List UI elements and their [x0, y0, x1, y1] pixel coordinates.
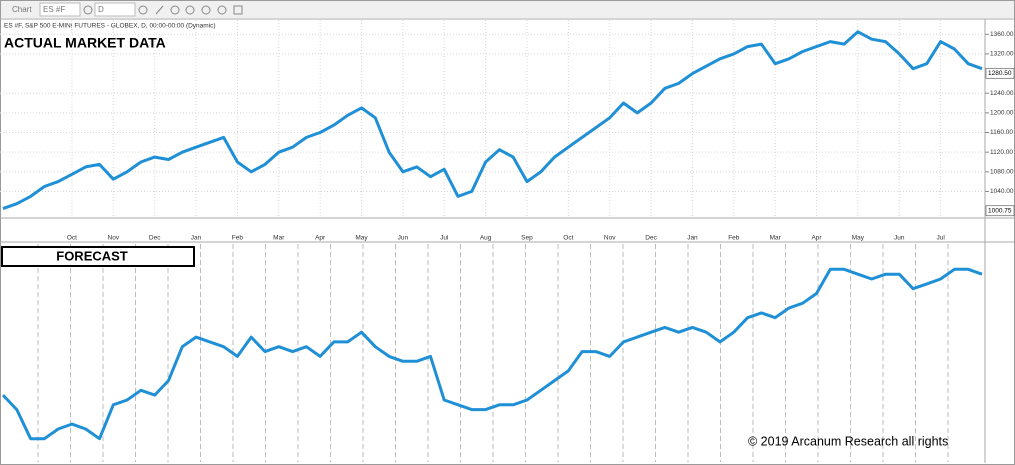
x-tick-label: Nov	[108, 235, 120, 242]
chart-title: ACTUAL MARKET DATA	[4, 35, 166, 51]
interval-box[interactable]	[94, 2, 136, 17]
window-title: Chart	[12, 5, 32, 14]
y-tick-label: 1160.00	[990, 129, 1013, 136]
x-tick-label: Mar	[770, 235, 782, 242]
symbol-box[interactable]	[39, 2, 81, 17]
symbol: ES #F	[43, 5, 65, 14]
x-tick-label: Dec	[645, 235, 657, 242]
x-tick-label: Apr	[811, 235, 822, 242]
toolbar	[1, 1, 1014, 18]
y-tick-label: 1240.00	[990, 90, 1014, 97]
price-line	[1, 267, 983, 441]
y-tick-label: 1040.00	[990, 188, 1014, 195]
chart-subtitle: ES #F, S&P 500 E-MINI FUTURES - GLOBEX, …	[4, 23, 216, 30]
x-tick-label: Jun	[398, 235, 409, 242]
x-tick-label: Oct	[563, 235, 573, 242]
y-tick-label: 1120.00	[990, 149, 1013, 156]
x-tick-label: Dec	[149, 235, 161, 242]
x-tick-label: Jun	[894, 235, 905, 242]
title-box	[1, 246, 195, 267]
price-marker	[985, 205, 1015, 217]
x-tick-label: Nov	[604, 235, 616, 242]
price-label: 1000.75	[988, 207, 1012, 214]
toolbar-icons[interactable]	[83, 5, 243, 15]
y-tick-label: 1320.00	[990, 51, 1014, 58]
interval: D	[98, 5, 104, 14]
x-tick-label: Apr	[315, 235, 326, 242]
x-tick-label: Jul	[936, 235, 945, 242]
x-tick-label: Aug	[480, 235, 492, 242]
x-tick-label: Feb	[728, 235, 740, 242]
x-tick-label: Jan	[687, 235, 698, 242]
y-tick-label: 1080.00	[990, 169, 1014, 176]
bottom-panel	[1, 244, 983, 462]
y-tick-label: 1200.00	[990, 110, 1014, 117]
x-tick-label: Sep	[521, 235, 533, 242]
x-tick-label: May	[355, 235, 368, 242]
chart-title: FORECAST	[56, 248, 128, 263]
y-tick-label: 1360.00	[990, 31, 1014, 38]
x-tick-label: Feb	[232, 235, 244, 242]
x-tick-label: Oct	[67, 235, 77, 242]
top-panel: 1040.00 1080.00 1120.00 1160.00 1200.00 1240.…	[0, 20, 1015, 242]
x-tick-label: Jul	[440, 235, 449, 242]
x-tick-label: May	[852, 235, 865, 242]
price-label: 1280.50	[988, 70, 1012, 77]
price-marker	[985, 67, 1015, 79]
price-line	[2, 30, 983, 211]
x-tick-label: Jan	[191, 235, 202, 242]
copyright: © 2019 Arcanum Research all rights	[748, 434, 948, 448]
x-tick-label: Mar	[273, 235, 285, 242]
